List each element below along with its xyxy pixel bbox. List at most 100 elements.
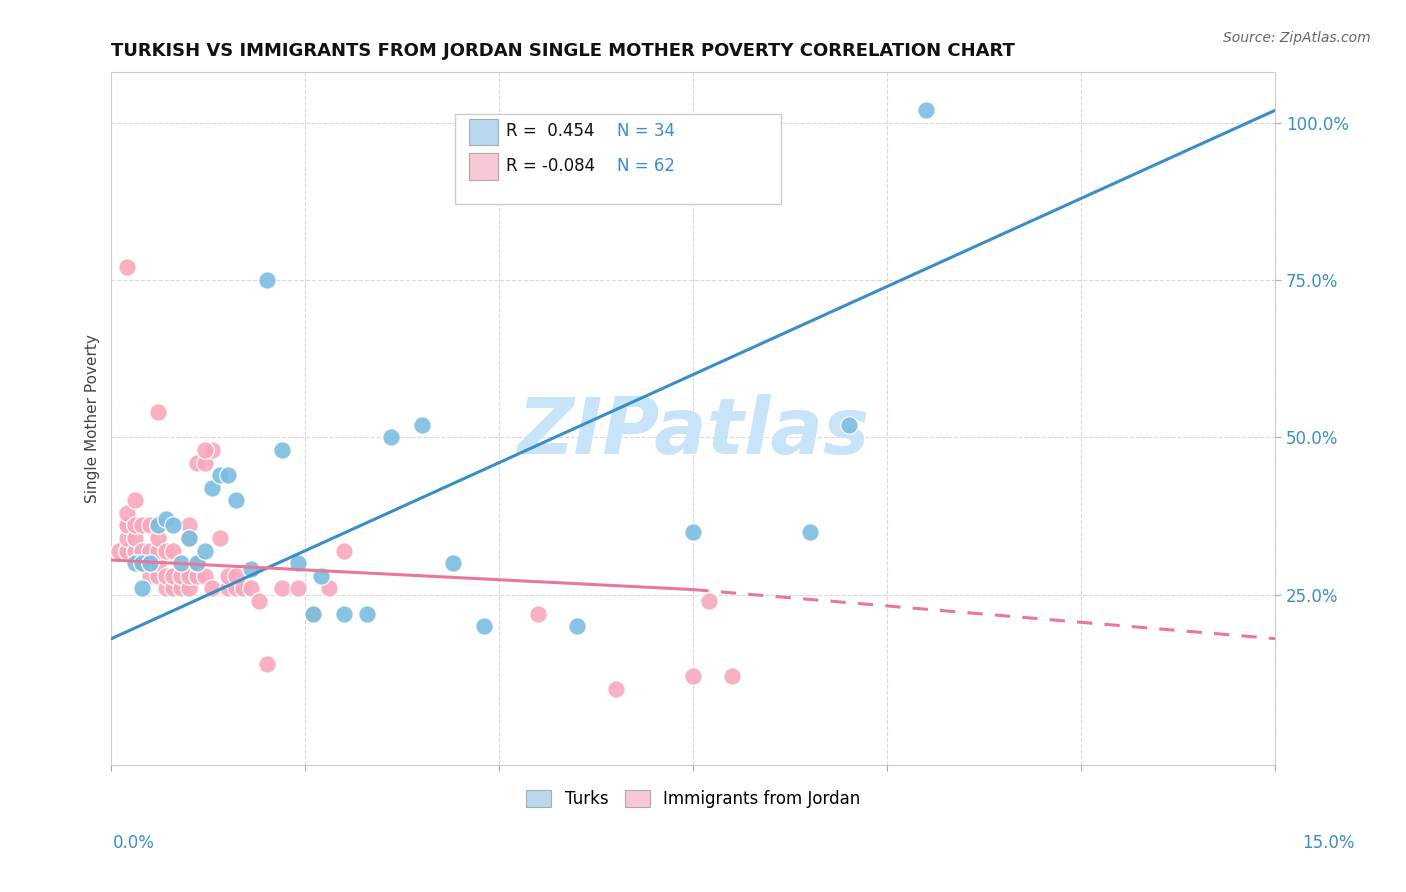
Point xyxy=(115,260,138,275)
Point xyxy=(115,543,138,558)
Point xyxy=(146,568,169,582)
Text: Source: ZipAtlas.com: Source: ZipAtlas.com xyxy=(1223,31,1371,45)
Point xyxy=(146,405,169,419)
Text: R =  0.454: R = 0.454 xyxy=(506,122,595,140)
FancyBboxPatch shape xyxy=(468,119,498,145)
Point xyxy=(177,531,200,545)
Text: 0.0%: 0.0% xyxy=(112,834,155,852)
Point xyxy=(302,607,325,621)
Point xyxy=(217,468,239,483)
Point xyxy=(605,681,627,696)
Point xyxy=(124,543,146,558)
Point xyxy=(139,543,162,558)
Point xyxy=(177,568,200,582)
Point xyxy=(309,568,332,582)
FancyBboxPatch shape xyxy=(468,153,498,179)
Point xyxy=(124,493,146,508)
Point xyxy=(146,543,169,558)
Point xyxy=(441,556,464,570)
Point xyxy=(217,582,239,596)
Point xyxy=(115,518,138,533)
Point xyxy=(186,556,208,570)
Point xyxy=(380,430,402,444)
Point xyxy=(162,543,184,558)
Point xyxy=(527,607,550,621)
Point xyxy=(193,456,215,470)
Point xyxy=(139,518,162,533)
Point xyxy=(271,442,294,457)
Point xyxy=(155,512,177,526)
Point xyxy=(225,568,247,582)
Point xyxy=(356,607,378,621)
Point xyxy=(565,619,588,633)
Point xyxy=(682,669,704,683)
Point xyxy=(209,531,232,545)
Point xyxy=(838,417,860,432)
Point xyxy=(131,556,153,570)
Point xyxy=(333,543,356,558)
Point xyxy=(225,582,247,596)
Point xyxy=(139,556,162,570)
Point xyxy=(247,594,270,608)
Point xyxy=(217,568,239,582)
Point xyxy=(146,518,169,533)
Point xyxy=(287,582,309,596)
Point xyxy=(915,103,938,118)
Point xyxy=(131,518,153,533)
Point xyxy=(115,518,138,533)
FancyBboxPatch shape xyxy=(454,114,780,204)
Point xyxy=(162,582,184,596)
Text: N = 62: N = 62 xyxy=(617,157,675,175)
Point xyxy=(155,582,177,596)
Point xyxy=(318,582,340,596)
Point xyxy=(124,531,146,545)
Point xyxy=(177,531,200,545)
Text: R = -0.084: R = -0.084 xyxy=(506,157,595,175)
Point xyxy=(697,594,720,608)
Point xyxy=(170,556,193,570)
Point xyxy=(170,582,193,596)
Point xyxy=(170,568,193,582)
Point xyxy=(162,568,184,582)
Point xyxy=(139,568,162,582)
Point xyxy=(146,556,169,570)
Point xyxy=(240,562,263,576)
Point xyxy=(721,669,744,683)
Point xyxy=(155,543,177,558)
Text: N = 34: N = 34 xyxy=(617,122,675,140)
Point xyxy=(271,582,294,596)
Point xyxy=(115,506,138,520)
Point xyxy=(193,543,215,558)
Point xyxy=(131,582,153,596)
Point xyxy=(201,582,224,596)
Point xyxy=(799,524,821,539)
Point xyxy=(225,493,247,508)
Point xyxy=(162,518,184,533)
Point xyxy=(193,442,215,457)
Point xyxy=(209,468,232,483)
Point xyxy=(146,531,169,545)
Text: 15.0%: 15.0% xyxy=(1302,834,1355,852)
Point xyxy=(186,568,208,582)
Point xyxy=(256,657,278,671)
Point xyxy=(682,524,704,539)
Point xyxy=(124,518,146,533)
Point xyxy=(131,543,153,558)
Point xyxy=(457,135,479,149)
Point xyxy=(287,556,309,570)
Y-axis label: Single Mother Poverty: Single Mother Poverty xyxy=(86,334,100,503)
Point xyxy=(186,456,208,470)
Point xyxy=(240,582,263,596)
Point xyxy=(232,582,254,596)
Point xyxy=(177,518,200,533)
Point xyxy=(108,543,131,558)
Point xyxy=(139,556,162,570)
Point xyxy=(201,442,224,457)
Point xyxy=(115,531,138,545)
Point xyxy=(186,556,208,570)
Point xyxy=(472,619,495,633)
Point xyxy=(177,582,200,596)
Text: TURKISH VS IMMIGRANTS FROM JORDAN SINGLE MOTHER POVERTY CORRELATION CHART: TURKISH VS IMMIGRANTS FROM JORDAN SINGLE… xyxy=(111,42,1015,60)
Point xyxy=(302,607,325,621)
Point xyxy=(201,481,224,495)
